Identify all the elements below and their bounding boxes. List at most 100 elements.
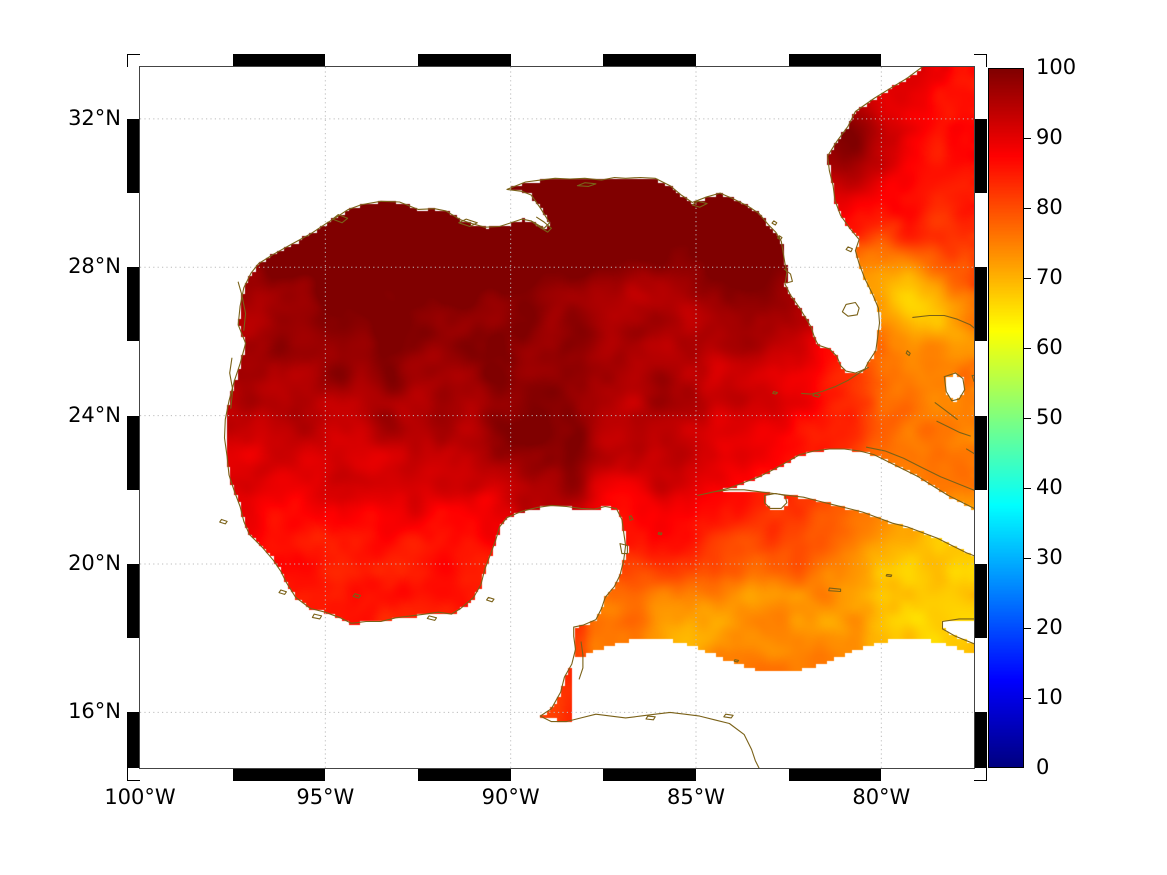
lat-tick-label: 28°N <box>68 254 121 279</box>
colorbar-gradient <box>988 68 1024 768</box>
frame-segment-right <box>974 193 987 268</box>
coastline-fltiny2 <box>771 220 778 226</box>
coastline-cozumel <box>619 543 628 555</box>
coastline-tmp7 <box>723 713 734 719</box>
lon-tick-label: 85°W <box>667 785 725 809</box>
frame-segment-top <box>418 54 511 67</box>
coastline-cuba <box>697 448 974 557</box>
frame-segment-right <box>974 67 987 119</box>
frame-segment-left <box>127 341 140 416</box>
colorbar-tick-label: 70 <box>1036 265 1063 289</box>
frame-segment-top <box>140 54 233 67</box>
frame-segment-right <box>974 564 987 639</box>
coastline-bermudaish <box>934 402 958 420</box>
lat-tick-label: 20°N <box>68 551 121 575</box>
coastline-tmp6 <box>645 715 656 721</box>
coastline-mujeres <box>628 515 634 521</box>
coastline-caymanb <box>885 573 893 578</box>
coastline-okee <box>841 301 860 317</box>
frame-segment-top <box>325 54 418 67</box>
frame-segment-top <box>232 54 326 67</box>
frame-segment-left <box>127 564 140 639</box>
frame-segment-left <box>127 67 140 119</box>
coastline-tmp8 <box>812 392 821 398</box>
lat-tick-label: 24°N <box>68 402 121 427</box>
coastline-cozsm <box>657 531 663 536</box>
frame-segment-bottom <box>232 768 326 781</box>
frame-segment-top <box>510 54 604 67</box>
coastline-us <box>237 67 923 374</box>
colorbar-tick-label: 60 <box>1036 335 1063 359</box>
colorbar-tick-mark <box>988 418 1032 420</box>
frame-segment-right <box>974 489 987 564</box>
map-axes[interactable] <box>140 67 974 768</box>
coastline-fltiny1 <box>776 235 783 241</box>
colorbar-tick-label: 10 <box>1036 685 1063 709</box>
coastline-padre <box>237 281 247 331</box>
lon-tick-label: 90°W <box>481 785 540 809</box>
frame-segment-bottom <box>325 768 418 781</box>
coastline-mex <box>223 342 760 768</box>
frame-segment-left <box>127 415 140 490</box>
frame-segment-left <box>127 193 140 268</box>
colorbar-tick-mark <box>988 208 1032 210</box>
coastline-keys <box>801 366 869 395</box>
frame-segment-bottom <box>140 768 233 781</box>
colorbar-tick-mark <box>988 698 1032 700</box>
coastline-lagmad <box>229 357 234 409</box>
colorbar-tick-mark <box>988 348 1032 350</box>
frame-segment-bottom <box>696 768 789 781</box>
coastline-swan <box>733 659 740 663</box>
frame-segment-bottom <box>881 768 974 781</box>
coastline-delta <box>530 216 552 233</box>
coastline-tort <box>772 390 779 395</box>
frame-segment-bottom <box>603 768 696 781</box>
frame-segment-right <box>974 118 987 194</box>
coastline-nprov <box>971 374 974 383</box>
frame-segment-top <box>603 54 696 67</box>
lon-tick-label: 95°W <box>296 785 355 809</box>
coastline-tmp4 <box>219 518 228 525</box>
coastline-bimini <box>905 350 911 357</box>
colorbar-tick-mark <box>988 278 1032 280</box>
frame-segment-top <box>881 54 974 67</box>
sst-raster-layer <box>140 67 974 768</box>
coastline-acklins <box>966 448 974 455</box>
frame-segment-left <box>127 712 140 768</box>
frame-segment-right <box>974 341 987 416</box>
colorbar-tick-label: 50 <box>1036 405 1063 429</box>
coastline-andros <box>943 372 966 402</box>
coastline-gtbahama <box>936 420 971 437</box>
coastline-tmp1 <box>352 593 362 599</box>
frame-segment-top <box>788 54 882 67</box>
coastline-mexsm1 <box>311 613 323 620</box>
sst-colorbar[interactable] <box>988 68 1024 768</box>
coastline-jam <box>941 618 974 645</box>
frame-segment-top <box>696 54 789 67</box>
frame-segment-right <box>974 267 987 342</box>
colorbar-tick-label: 80 <box>1036 195 1063 219</box>
coastline-tmp2 <box>426 615 438 621</box>
coastline-cayman <box>828 587 842 593</box>
coastline-tampa <box>783 268 793 284</box>
coastline-abaco <box>912 314 974 329</box>
colorbar-tick-label: 100 <box>1036 55 1077 79</box>
frame-segment-bottom <box>788 768 882 781</box>
frame-segment-left <box>127 489 140 564</box>
frame-segment-right <box>974 638 987 713</box>
colorbar-tick-label: 20 <box>1036 615 1063 639</box>
frame-segment-bottom <box>510 768 604 781</box>
coastline-aptiny <box>691 200 708 208</box>
coastline-altiny <box>576 182 597 187</box>
colorbar-tick-mark <box>988 488 1032 490</box>
frame-segment-right <box>974 415 987 490</box>
colorbar-tick-label: 40 <box>1036 475 1063 499</box>
frame-segment-bottom <box>418 768 511 781</box>
coastline-tmp3 <box>486 596 495 603</box>
frame-segment-left <box>127 118 140 194</box>
coastline-caye <box>578 641 584 680</box>
colorbar-tick-label: 90 <box>1036 125 1063 149</box>
lon-tick-label: 80°W <box>852 785 911 809</box>
colorbar-outline <box>988 68 1024 768</box>
gridlines <box>140 67 974 768</box>
